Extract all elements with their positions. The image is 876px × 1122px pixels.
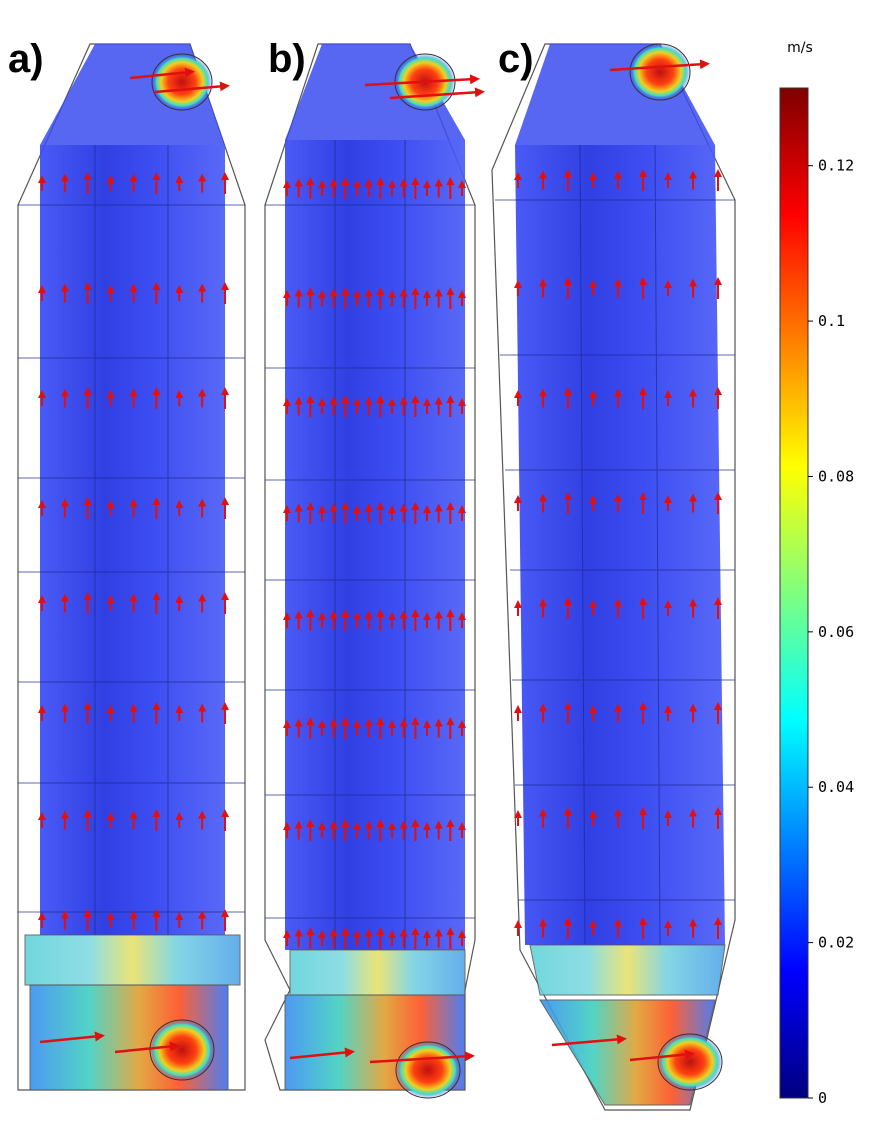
panel-c	[491, 43, 736, 1111]
colorbar-unit: m/s	[787, 40, 813, 56]
velocity-arrow	[629, 1049, 695, 1062]
panel-b-inlet	[395, 1041, 461, 1099]
colorbar-ticks: 0 0.02 0.04 0.06 0.08 0.1 0.12	[808, 157, 854, 1107]
panel-c-inlet	[657, 1033, 723, 1091]
colorbar-tick-label: 0	[818, 1089, 827, 1107]
panel-a-section-lines	[18, 145, 245, 935]
panel-b-distributor	[289, 949, 466, 996]
colorbar: m/s 0 0.02 0.04 0.06 0.08 0.1 0.12	[779, 40, 854, 1107]
panel-b-section-lines	[265, 140, 475, 950]
panel-b-column	[285, 140, 465, 950]
panel-c-section-lines	[495, 144, 735, 946]
velocity-arrow	[289, 1047, 355, 1060]
colorbar-tick-label: 0.08	[818, 467, 854, 485]
panel-b-vectors	[283, 74, 485, 1064]
panel-a-inlet	[149, 1019, 215, 1081]
velocity-arrow	[154, 81, 230, 94]
velocity-arrow	[39, 1031, 105, 1044]
panel-c-distributor	[529, 944, 726, 996]
colorbar-tick-label: 0.1	[818, 312, 845, 330]
panel-label-b: b)	[268, 37, 306, 81]
velocity-arrow	[114, 1041, 180, 1054]
velocity-arrow	[364, 74, 480, 87]
velocity-arrow	[389, 87, 485, 100]
panel-c-outlet	[629, 43, 691, 101]
panel-b	[264, 43, 485, 1099]
velocity-arrow	[369, 1051, 475, 1064]
colorbar-gradient	[779, 87, 809, 1099]
velocity-arrow	[609, 59, 710, 72]
panel-c-vectors	[514, 59, 722, 1062]
colorbar-tick-label: 0.06	[818, 623, 854, 641]
panel-label-c: c)	[498, 37, 534, 81]
colorbar-tick-label: 0.02	[818, 934, 854, 952]
panel-a-outlet	[151, 53, 213, 111]
panel-a	[17, 43, 246, 1091]
velocity-arrow	[129, 67, 195, 80]
panel-label-a: a)	[8, 37, 44, 81]
colorbar-tick-label: 0.12	[818, 157, 854, 175]
panel-a-distributor	[24, 934, 241, 986]
panel-c-column	[515, 145, 725, 945]
panel-a-column	[40, 145, 225, 935]
panel-a-vectors	[38, 67, 230, 1054]
colorbar-tick-label: 0.04	[818, 778, 854, 796]
velocity-arrow	[551, 1034, 627, 1047]
